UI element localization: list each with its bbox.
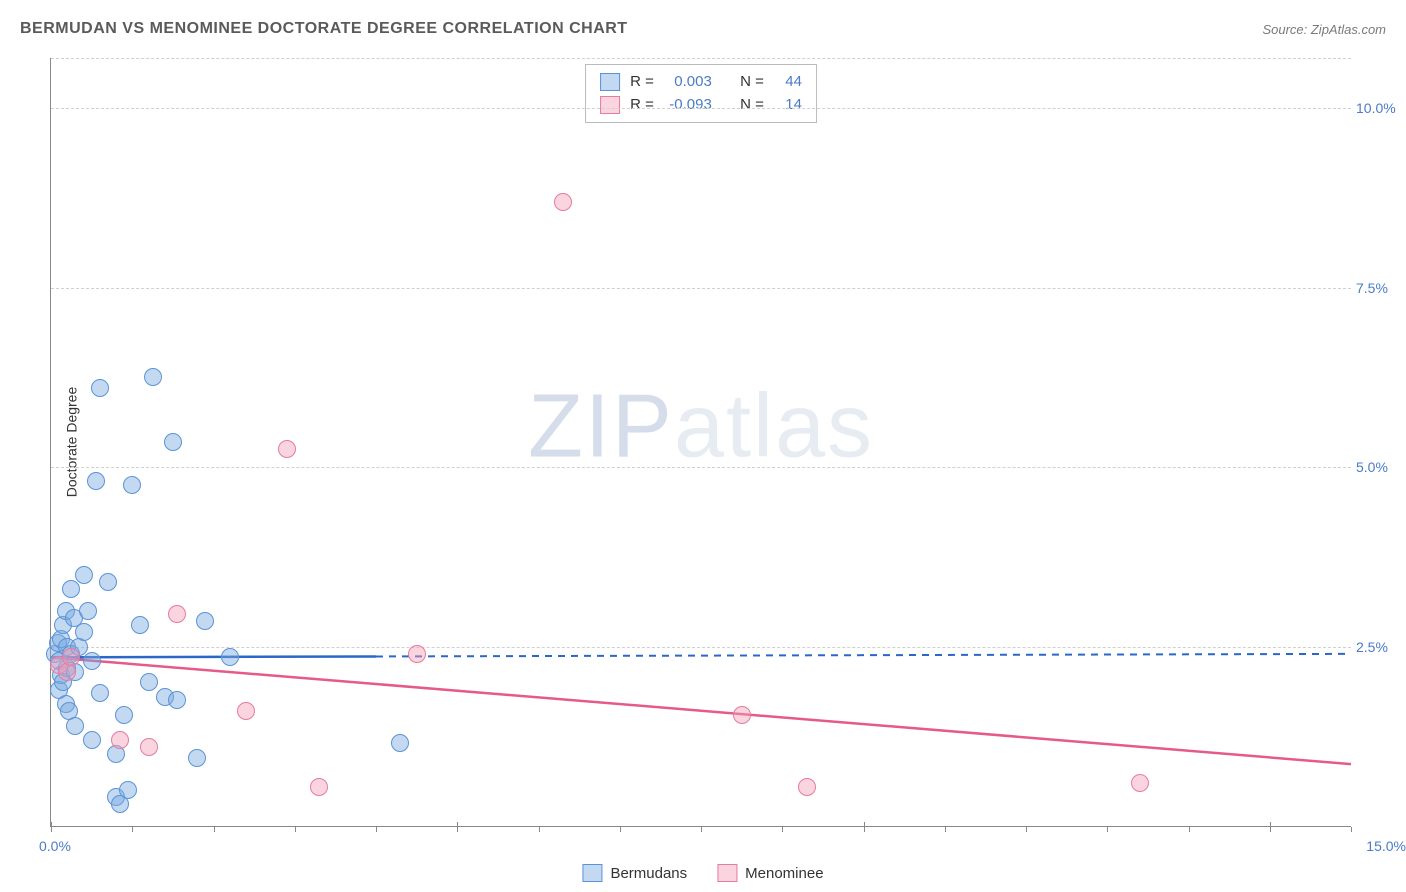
source-attribution: Source: ZipAtlas.com (1262, 22, 1386, 37)
x-tick (457, 822, 458, 832)
legend-label: Menominee (745, 865, 823, 882)
scatter-point (733, 706, 751, 724)
legend-swatch (582, 864, 602, 882)
scatter-point (196, 612, 214, 630)
scatter-point (87, 472, 105, 490)
scatter-point (131, 616, 149, 634)
x-origin-label: 0.0% (39, 838, 71, 854)
gridline (51, 467, 1351, 468)
scatter-point (83, 731, 101, 749)
scatter-point (164, 433, 182, 451)
x-tick (945, 827, 946, 832)
scatter-point (123, 476, 141, 494)
stats-row: R = 0.003 N = 44 (600, 71, 802, 94)
stat-r-value: -0.093 (664, 94, 712, 117)
stat-r-value: 0.003 (664, 71, 712, 94)
scatter-point (1131, 774, 1149, 792)
y-axis-label: Doctorate Degree (63, 387, 79, 498)
scatter-point (144, 368, 162, 386)
x-tick (701, 827, 702, 832)
legend-swatch (600, 73, 620, 91)
legend-item: Menominee (717, 864, 823, 882)
x-tick (1270, 822, 1271, 832)
scatter-point (83, 652, 101, 670)
scatter-point (310, 778, 328, 796)
scatter-point (115, 706, 133, 724)
y-tick-label: 5.0% (1356, 459, 1406, 475)
scatter-point (111, 731, 129, 749)
scatter-point (79, 602, 97, 620)
series-legend: Bermudans Menominee (582, 864, 823, 882)
scatter-point (188, 749, 206, 767)
scatter-point (278, 440, 296, 458)
legend-label: Bermudans (610, 865, 687, 882)
gridline (51, 288, 1351, 289)
x-tick (1026, 827, 1027, 832)
x-tick (539, 827, 540, 832)
x-tick (620, 827, 621, 832)
legend-item: Bermudans (582, 864, 687, 882)
scatter-point (168, 605, 186, 623)
scatter-point (408, 645, 426, 663)
stat-n-label: N = (740, 94, 764, 117)
scatter-point (140, 738, 158, 756)
x-tick (214, 827, 215, 832)
correlation-stats-box: R = 0.003 N = 44 R = -0.093 N = 14 (585, 64, 817, 123)
scatter-point (99, 573, 117, 591)
stat-n-value: 44 (774, 71, 802, 94)
x-tick (1107, 827, 1108, 832)
x-tick (864, 822, 865, 832)
scatter-point (62, 648, 80, 666)
watermark-text: ZIPatlas (528, 375, 874, 478)
scatter-point (66, 717, 84, 735)
stat-n-value: 14 (774, 94, 802, 117)
legend-swatch (717, 864, 737, 882)
scatter-point (168, 691, 186, 709)
legend-swatch (600, 96, 620, 114)
x-tick (1351, 827, 1352, 832)
y-tick-label: 7.5% (1356, 280, 1406, 296)
y-tick-label: 10.0% (1356, 100, 1406, 116)
stat-n-label: N = (740, 71, 764, 94)
scatter-point (221, 648, 239, 666)
scatter-plot: ZIPatlas R = 0.003 N = 44 R = -0.093 N = 14 D… (50, 58, 1351, 827)
scatter-point (75, 623, 93, 641)
gridline (51, 108, 1351, 109)
stats-row: R = -0.093 N = 14 (600, 94, 802, 117)
scatter-point (391, 734, 409, 752)
scatter-point (62, 580, 80, 598)
scatter-point (798, 778, 816, 796)
scatter-point (75, 566, 93, 584)
stat-r-label: R = (630, 71, 654, 94)
x-max-label: 15.0% (1366, 838, 1406, 854)
gridline (51, 58, 1351, 59)
x-tick (1189, 827, 1190, 832)
scatter-point (91, 684, 109, 702)
x-tick (782, 827, 783, 832)
scatter-point (140, 673, 158, 691)
scatter-point (554, 193, 572, 211)
scatter-point (119, 781, 137, 799)
gridline (51, 647, 1351, 648)
scatter-point (237, 702, 255, 720)
x-tick (132, 827, 133, 832)
scatter-point (91, 379, 109, 397)
x-tick (295, 827, 296, 832)
x-tick (51, 822, 52, 832)
y-tick-label: 2.5% (1356, 639, 1406, 655)
trend-line-dashed (376, 654, 1351, 657)
chart-title: BERMUDAN VS MENOMINEE DOCTORATE DEGREE C… (20, 20, 628, 38)
stat-r-label: R = (630, 94, 654, 117)
x-tick (376, 827, 377, 832)
